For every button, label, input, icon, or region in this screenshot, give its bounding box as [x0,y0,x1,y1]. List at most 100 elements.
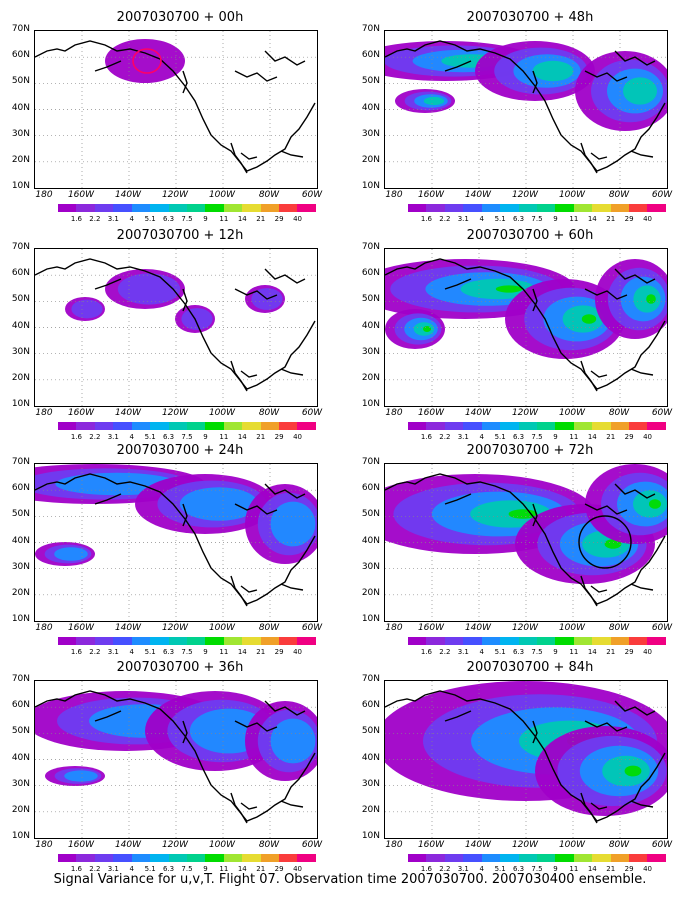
colorbar-swatch [426,422,445,430]
lat-tick-label: 60N [11,700,30,711]
colorbar-swatch [444,422,464,430]
coastline [94,60,122,72]
colorbar-label: 29 [624,215,634,223]
colorbar-label: 14 [587,433,597,441]
colorbar-swatch [573,422,593,430]
colorbar-swatch [629,637,648,645]
colorbar-swatch [444,854,464,862]
colorbar-label: 11 [569,215,579,223]
panel-title: 2007030700 + 00h [116,10,244,25]
colorbar-swatch [131,422,151,430]
coastline [94,710,122,722]
lon-tick-label: 140W [464,840,492,850]
signal-contour [423,96,445,106]
colorbar-label: 5.1 [494,433,506,441]
lat-tick-label: 10N [361,614,380,624]
colorbar-label: 29 [274,865,284,873]
lat-tick-label: 30N [361,128,380,139]
lat-tick-label: 10N [11,399,30,409]
colorbar-label: 21 [606,648,616,656]
colorbar-label: 6.3 [162,648,175,656]
lon-tick-label: 160W [67,190,95,200]
colorbar-label: 2.2 [439,648,451,656]
coastline [444,493,472,505]
colorbar-label: 21 [606,215,616,223]
coastline [35,690,316,822]
colorbar-swatch [463,854,482,862]
colorbar-swatch [536,422,556,430]
colorbar-swatch [573,854,593,862]
colorbar-label: 3.1 [457,865,469,873]
lat-tick-label: 60N [11,268,30,279]
coastline [532,288,538,312]
lon-tick-label: 100W [558,623,586,633]
colorbar-swatch [168,637,187,645]
colorbar-swatch [518,637,537,645]
coastline [614,700,656,716]
colorbar-label: 1.6 [420,865,432,873]
lat-tick-label: 20N [11,154,30,165]
colorbar-swatch [113,422,132,430]
colorbar-label: 4 [479,433,484,441]
coastline [532,503,538,527]
lat-tick-label: 70N [361,242,380,252]
colorbar-swatch [113,204,132,212]
lon-tick-label: 60W [651,840,673,850]
lat-tick-label: 50N [11,509,30,520]
colorbar-label: 11 [219,433,229,441]
lat-tick-label: 40N [361,102,380,113]
colorbar-label: 7.5 [531,433,543,441]
colorbar-label: 6.3 [162,865,175,873]
colorbar [58,422,316,430]
map-panel: 2007030700 + 48h 70N 60N 50N 40N 30N 20N 10N 180… [350,10,673,245]
colorbar-label: 9 [203,648,208,656]
colorbar-swatch [555,637,574,645]
colorbar-label: 11 [569,648,579,656]
colorbar-swatch [113,637,132,645]
colorbar-label: 6.3 [512,865,525,873]
colorbar-label: 21 [256,433,266,441]
colorbar-swatch [518,854,537,862]
signal-contour [532,60,574,82]
lon-tick-label: 120W [511,623,539,633]
lon-tick-label: 80W [608,190,630,200]
colorbar-swatch [205,204,224,212]
colorbar-swatch [297,422,316,430]
colorbar-label: 4 [129,865,134,873]
colorbar-swatch [260,422,280,430]
colorbar-swatch [481,204,501,212]
lat-tick-label: 60N [361,268,380,279]
colorbar-swatch [463,637,482,645]
signal-contour [105,39,185,83]
lon-tick-label: 60W [651,190,673,200]
colorbar-label: 7.5 [531,215,543,223]
colorbar-label: 4 [479,865,484,873]
lon-tick-label: 120W [161,840,189,850]
colorbar-label: 2.2 [439,433,451,441]
colorbar-swatch [279,204,298,212]
coastline [580,792,598,824]
coastline [584,503,628,515]
map-panel: 2007030700 + 60h 70N 60N 50N 40N 30N 20N 10N 180… [350,228,672,463]
colorbar-label: 1.6 [420,215,432,223]
colorbar-label: 2.2 [89,433,101,441]
colorbar-swatch [408,422,427,430]
lon-tick-label: 140W [464,408,492,418]
colorbar-label: 9 [203,865,208,873]
colorbar-label: 40 [293,215,303,223]
coastline [264,50,306,66]
map-canvas [35,464,317,621]
lon-tick-label: 100W [208,408,236,418]
colorbar-label: 3.1 [107,215,119,223]
map-area [34,463,318,622]
colorbar-label: 6.3 [512,648,525,656]
coastline [614,268,656,284]
colorbar-swatch [408,204,427,212]
colorbar-label: 11 [569,433,579,441]
colorbar-label: 29 [624,648,634,656]
target-circle [578,515,632,569]
colorbar-label: 2.2 [89,215,101,223]
lon-tick-label: 180 [385,190,403,200]
map-area [384,248,668,407]
colorbar-label: 21 [256,648,266,656]
